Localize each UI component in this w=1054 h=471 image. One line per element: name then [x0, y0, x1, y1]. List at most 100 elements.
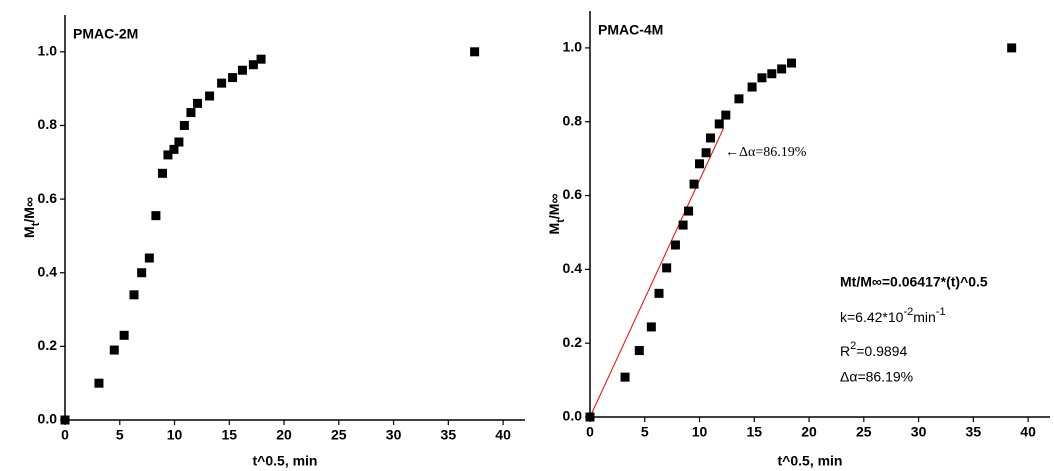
y-tick-label: 0.6: [563, 186, 583, 202]
x-tick-label: 10: [167, 427, 183, 443]
y-tick-label: 0.6: [38, 190, 58, 206]
data-point: [662, 263, 672, 273]
x-tick-label: 30: [386, 427, 402, 443]
x-tick-label: 35: [441, 427, 457, 443]
data-point: [654, 288, 664, 298]
fit-line: [589, 127, 725, 418]
data-point: [695, 159, 705, 169]
data-point: [714, 119, 724, 129]
y-tick-label: 0.2: [38, 337, 58, 353]
data-point: [721, 110, 731, 120]
data-point: [237, 65, 247, 75]
text-part: min: [913, 309, 936, 325]
text-part: R: [840, 343, 850, 359]
data-point: [109, 345, 119, 355]
data-point: [193, 98, 203, 108]
data-point: [585, 412, 595, 422]
x-tick-label: 30: [911, 424, 927, 440]
arrow-annotation: ←Δα=86.19%: [725, 145, 807, 160]
delta-text: Δα=86.19%: [840, 369, 913, 385]
equation: Mt/M∞=0.06417*(t)^0.5: [840, 274, 988, 290]
data-point: [157, 168, 167, 178]
data-point: [678, 220, 688, 230]
chart-title: PMAC-2M: [73, 26, 138, 42]
data-point: [646, 322, 656, 332]
data-point: [248, 60, 258, 70]
y-tick-label: 0.8: [563, 112, 583, 128]
data-point: [205, 91, 215, 101]
x-tick-label: 5: [116, 427, 124, 443]
data-point: [174, 137, 184, 147]
x-tick-label: 15: [221, 427, 237, 443]
data-point: [179, 120, 189, 130]
data-point: [670, 240, 680, 250]
x-tick-label: 20: [276, 427, 292, 443]
text-part: /M∞: [21, 197, 37, 223]
data-point: [470, 47, 480, 57]
y-tick-label: 0.4: [38, 263, 58, 279]
y-tick-label: 0.0: [563, 408, 583, 424]
x-tick-label: 40: [495, 427, 511, 443]
text-part: t: [30, 222, 42, 226]
data-point: [620, 372, 630, 382]
y-tick-label: 0.4: [563, 260, 583, 276]
x-tick-label: 40: [1020, 424, 1036, 440]
x-tick-label: 10: [692, 424, 708, 440]
data-point: [151, 211, 161, 221]
data-point: [757, 73, 767, 83]
x-tick-label: 20: [801, 424, 817, 440]
data-point: [747, 82, 757, 92]
data-point: [256, 54, 266, 64]
text-part: =0.9894: [856, 343, 907, 359]
x-tick-label: 35: [966, 424, 982, 440]
data-point: [734, 94, 744, 104]
y-axis-label: Mt/M∞: [546, 194, 567, 235]
x-tick-label: 15: [746, 424, 762, 440]
text-part: k=6.42*10: [840, 309, 904, 325]
data-point: [787, 58, 797, 68]
data-point: [767, 69, 777, 79]
data-point: [129, 290, 139, 300]
text-part: t: [555, 219, 567, 223]
data-point: [705, 133, 715, 143]
data-point: [777, 64, 787, 74]
x-tick-label: 25: [331, 427, 347, 443]
data-point: [163, 150, 173, 160]
text-part: M: [21, 226, 37, 238]
text-part: -1: [936, 306, 946, 318]
y-tick-label: 1.0: [563, 39, 583, 55]
data-point: [144, 253, 154, 263]
x-tick-label: 0: [61, 427, 69, 443]
r-squared: R2=0.9894: [840, 340, 907, 359]
data-point: [169, 144, 179, 154]
y-tick-label: 0.2: [563, 334, 583, 350]
y-tick-label: 0.0: [38, 411, 58, 427]
text-part: /M∞: [546, 194, 562, 220]
data-point: [217, 78, 227, 88]
data-point: [186, 108, 196, 118]
data-point: [689, 179, 699, 189]
text-part: M: [546, 223, 562, 235]
y-axis-label: Mt/M∞: [21, 197, 42, 238]
x-axis-label: t^0.5, min: [778, 453, 843, 469]
text-part: -2: [903, 306, 913, 318]
chart-title: PMAC-4M: [598, 22, 663, 38]
data-point: [701, 148, 711, 158]
x-tick-label: 5: [641, 424, 649, 440]
data-point: [228, 73, 238, 83]
text-part: 2: [850, 340, 856, 352]
data-point: [137, 268, 147, 278]
data-point: [684, 206, 694, 216]
data-point: [1007, 43, 1017, 53]
y-tick-label: 1.0: [38, 43, 58, 59]
y-tick-label: 0.8: [38, 116, 58, 132]
data-point: [634, 346, 644, 356]
data-point: [94, 378, 104, 388]
x-tick-label: 0: [586, 424, 594, 440]
x-tick-label: 25: [856, 424, 872, 440]
data-point: [60, 415, 70, 425]
rate-constant: k=6.42*10-2min-1: [840, 306, 946, 325]
x-axis-label: t^0.5, min: [253, 453, 318, 469]
data-point: [119, 330, 129, 340]
